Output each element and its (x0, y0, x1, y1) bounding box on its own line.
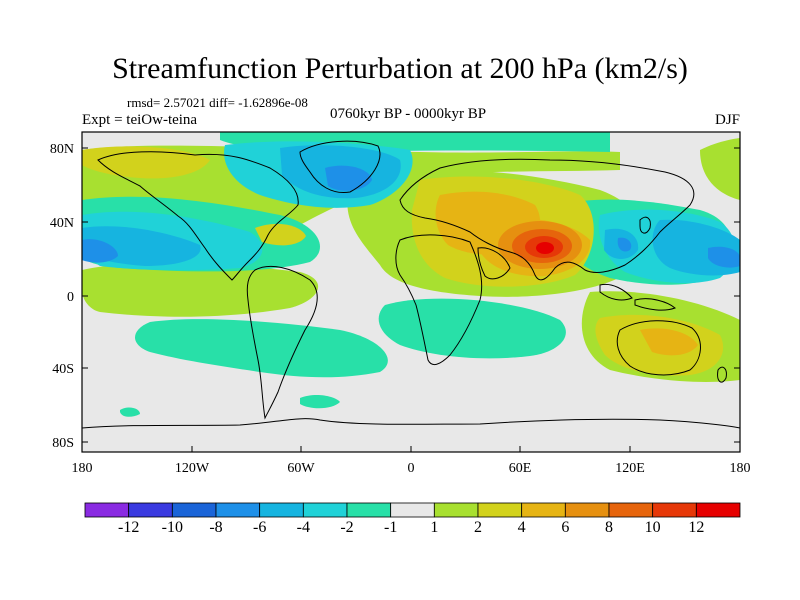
colorbar-swatch (433, 502, 479, 518)
experiment-label: Expt = teiOw-teina (82, 112, 198, 128)
period-label: 0760kyr BP - 0000kyr BP (330, 106, 487, 122)
colorbar-swatch (128, 502, 173, 518)
colorbar-swatch (84, 502, 130, 518)
coastlines (82, 140, 740, 429)
south-america-outline (246, 265, 318, 420)
colorbar-label: -4 (297, 519, 310, 536)
indonesia-outline (599, 283, 633, 301)
lat-label-80n: 80N (50, 142, 74, 157)
australia-outline (616, 320, 701, 376)
negative-anomaly-core (82, 165, 740, 268)
colorbar-swatch (215, 502, 261, 518)
new-zealand-outline (717, 366, 727, 383)
eurasia-outline (399, 158, 695, 281)
colorbar-label: -12 (118, 519, 139, 536)
colorbar-label: -1 (384, 519, 397, 536)
stats-label: rmsd= 2.57021 diff= -1.62896e-08 (127, 95, 308, 110)
colorbar-swatch (171, 502, 217, 518)
lon-label-120w: 120W (175, 461, 210, 476)
season-label: DJF (714, 112, 740, 128)
colorbar-swatch (608, 502, 654, 518)
lon-label-60w: 60W (287, 461, 315, 476)
colorbar-label: 1 (430, 519, 438, 536)
colorbar-label: 2 (474, 519, 482, 536)
colorbar-swatch (695, 502, 741, 518)
antarctica-outline (82, 418, 740, 429)
colorbar: -12 -10 -8 -6 -4 -2 -1 1 2 4 6 8 10 12 (84, 502, 741, 536)
colorbar-label: 6 (561, 519, 569, 536)
lon-label-120e: 120E (615, 461, 645, 476)
colorbar-swatch (346, 502, 392, 518)
lat-label-40n: 40N (50, 216, 74, 231)
colorbar-swatch (564, 502, 610, 518)
japan-outline (639, 216, 651, 234)
colorbar-label: -2 (340, 519, 353, 536)
chart-title: Streamfunction Perturbation at 200 hPa (… (112, 52, 688, 85)
lon-label-0: 0 (408, 461, 415, 476)
colorbar-swatch (259, 502, 304, 518)
contour-fields (82, 132, 740, 417)
positive-anomaly-core (498, 221, 582, 269)
lat-label-0: 0 (67, 290, 74, 305)
lat-axis: 80N 40N 0 40S 80S (50, 142, 740, 451)
colorbar-label: 12 (688, 519, 704, 536)
lon-axis: 180 120W 60W 0 60E 120E 180 (72, 446, 751, 476)
colorbar-swatch (521, 502, 566, 518)
lat-label-40s: 40S (52, 362, 74, 377)
new-guinea-outline (634, 298, 676, 311)
north-america-outline (97, 151, 299, 281)
colorbar-label: 4 (518, 519, 526, 536)
africa-outline (395, 234, 483, 366)
colorbar-swatch (652, 502, 697, 518)
colorbar-label: -6 (253, 519, 266, 536)
greenland-outline (299, 140, 381, 194)
colorbar-swatch (302, 502, 348, 518)
lon-label-60e: 60E (509, 461, 532, 476)
arabia-outline (477, 247, 511, 280)
colorbar-label: -10 (162, 519, 183, 536)
colorbar-swatch (390, 502, 435, 518)
colorbar-label: 8 (605, 519, 613, 536)
colorbar-label: 10 (645, 519, 661, 536)
lon-label-180w: 180 (72, 461, 93, 476)
lat-label-80s: 80S (52, 436, 74, 451)
colorbar-swatch (477, 502, 523, 518)
colorbar-label: -8 (209, 519, 222, 536)
lon-label-180e: 180 (730, 461, 751, 476)
